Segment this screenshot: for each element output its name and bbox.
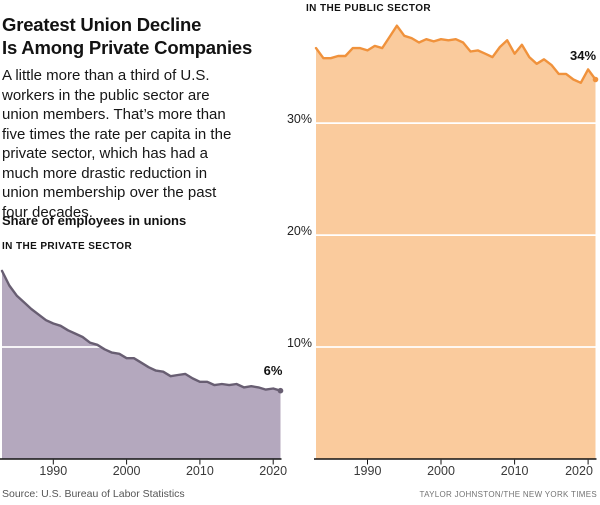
text-line: private sector, which has had a [2, 145, 208, 162]
credit-note: TAYLOR JOHNSTON/THE NEW YORK TIMES [419, 490, 597, 499]
text-line: union membership over the past [2, 184, 217, 201]
text-line: four decades. [2, 203, 93, 221]
text-line: workers in the public sector are [2, 86, 210, 104]
public-sector-area-chart [314, 24, 599, 465]
text-line: Greatest Union Decline [2, 14, 202, 36]
text-line: union members. That’s more than [2, 106, 226, 123]
private-sector-area-chart [0, 122, 284, 465]
series-line [0, 269, 282, 392]
end-dot [592, 76, 599, 83]
text-line: much more drastic reduction in [2, 164, 208, 182]
public-sector-kicker: IN THE PUBLIC SECTOR [306, 3, 432, 14]
private-sector-kicker: IN THE PRIVATE SECTOR [2, 241, 133, 252]
source-note: Source: U.S. Bureau of Labor Statistics [2, 488, 185, 500]
area-fill [316, 25, 596, 459]
page-title: Greatest Union Decline Is Among Private C… [2, 14, 252, 59]
private-end-value-label: 6% [263, 363, 283, 378]
end-dot [277, 387, 284, 394]
public-end-value-label: 34% [569, 48, 597, 63]
chart-description: A little more than a third of U.S. worker… [2, 66, 286, 222]
chart-subtitle: Share of employees in unions [2, 213, 187, 228]
text-line: five times the rate per capita in the [2, 125, 232, 143]
area-fill [2, 270, 281, 459]
text-line: Is Among Private Companies [2, 36, 253, 58]
series-line [314, 24, 597, 85]
text-line: A little more than a third of U.S. [2, 67, 210, 84]
